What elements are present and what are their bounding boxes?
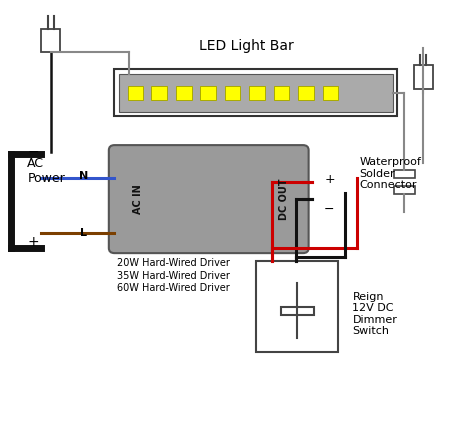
Bar — [394, 170, 415, 178]
Text: DC OUT: DC OUT — [279, 178, 289, 220]
Bar — [256, 261, 338, 352]
Bar — [298, 86, 314, 100]
Text: 20W Hard-Wired Driver: 20W Hard-Wired Driver — [117, 258, 230, 268]
Text: AC
Power: AC Power — [27, 158, 65, 185]
Text: LED Light Bar: LED Light Bar — [199, 39, 294, 53]
Text: +: + — [324, 172, 335, 186]
Bar — [414, 65, 433, 89]
Text: Reign
12V DC
Dimmer
Switch: Reign 12V DC Dimmer Switch — [353, 291, 397, 336]
Bar — [128, 86, 144, 100]
Text: L: L — [81, 228, 87, 238]
Text: N: N — [79, 171, 89, 181]
Bar — [200, 86, 216, 100]
Text: +: + — [27, 235, 39, 249]
Bar — [322, 86, 338, 100]
Bar — [249, 86, 264, 100]
Bar — [273, 86, 289, 100]
Bar — [115, 69, 397, 116]
Text: 35W Hard-Wired Driver: 35W Hard-Wired Driver — [117, 270, 230, 281]
Bar — [41, 29, 60, 52]
Text: −: − — [27, 146, 39, 159]
Text: 60W Hard-Wired Driver: 60W Hard-Wired Driver — [117, 283, 229, 294]
Bar — [394, 186, 415, 194]
Bar — [281, 307, 314, 315]
FancyBboxPatch shape — [109, 145, 309, 253]
Text: AC IN: AC IN — [133, 184, 143, 214]
Text: −: − — [324, 203, 335, 216]
Bar — [176, 86, 191, 100]
Bar — [225, 86, 240, 100]
Text: Waterproof
Solder
Connector: Waterproof Solder Connector — [359, 157, 421, 190]
Bar — [152, 86, 167, 100]
Bar — [119, 74, 392, 112]
